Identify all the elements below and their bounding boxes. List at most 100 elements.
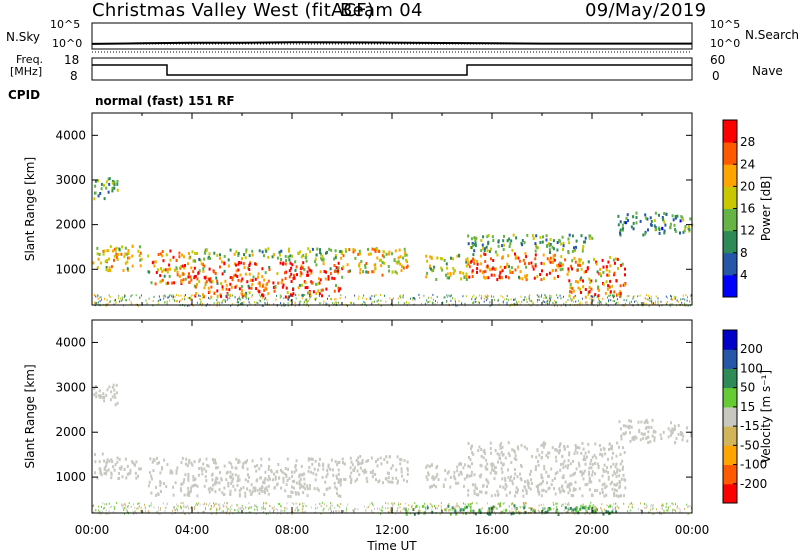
scatter-cell: [611, 480, 613, 484]
scatter-cell: [172, 485, 174, 489]
near-range-cell: [319, 302, 320, 305]
scatter-cell: [396, 481, 399, 485]
near-range-cell: [269, 510, 271, 513]
scatter-cell: [509, 242, 512, 246]
scatter-cell: [360, 260, 363, 263]
scatter-cell: [289, 254, 292, 258]
scatter-cell: [102, 252, 105, 256]
scatter-cell: [276, 483, 279, 487]
scatter-cell: [579, 258, 582, 262]
scatter-cell: [455, 481, 457, 485]
scatter-cell: [341, 275, 344, 279]
scatter-cell: [223, 269, 226, 273]
y-tick-label: 1000: [55, 262, 86, 276]
near-range-cell: [476, 502, 478, 505]
scatter-cell: [582, 279, 584, 283]
scatter-cell: [180, 489, 183, 493]
near-range-cell: [303, 303, 305, 306]
scatter-cell: [600, 274, 603, 278]
near-range-cell: [287, 302, 289, 305]
scatter-cell: [503, 266, 506, 269]
near-range-cell: [425, 509, 427, 511]
scatter-cell: [319, 248, 321, 252]
scatter-cell: [534, 253, 537, 257]
scatter-cell: [437, 478, 440, 482]
near-range-cell: [230, 304, 232, 307]
near-range-cell: [235, 509, 237, 512]
scatter-cell: [108, 385, 111, 389]
near-range-cell: [608, 294, 610, 297]
scatter-cell: [619, 453, 622, 456]
scatter-cell: [460, 472, 463, 476]
scatter-cell: [346, 263, 349, 267]
scatter-cell: [574, 480, 577, 484]
scatter-cell: [577, 280, 579, 284]
scatter-cell: [306, 494, 309, 498]
scatter-cell: [357, 462, 360, 466]
near-range-cell: [428, 296, 430, 299]
scatter-cell: [644, 213, 647, 217]
near-range-cell: [675, 296, 677, 299]
scatter-cell: [605, 268, 608, 272]
scatter-cell: [568, 279, 571, 283]
scatter-cell: [304, 286, 307, 290]
near-range-cell: [172, 509, 174, 512]
scatter-cell: [111, 181, 114, 185]
scatter-cell: [554, 492, 557, 496]
scatter-cell: [603, 482, 606, 486]
near-range-cell: [650, 295, 652, 298]
scatter-cell: [187, 490, 190, 494]
scatter-cell: [546, 510, 549, 514]
scatter-cell: [314, 459, 317, 463]
scatter-cell: [470, 474, 473, 477]
near-range-cell: [654, 300, 656, 303]
scatter-cell: [183, 255, 185, 259]
near-range-cell: [191, 294, 193, 297]
near-range-cell: [452, 509, 454, 512]
near-range-cell: [108, 512, 110, 515]
scatter-cell: [391, 476, 394, 480]
scatter-cell: [113, 247, 116, 251]
near-range-cell: [260, 295, 262, 298]
scatter-cell: [506, 239, 509, 243]
scatter-cell: [554, 268, 557, 272]
near-range-cell: [438, 504, 440, 507]
near-range-cell: [171, 513, 173, 515]
near-range-cell: [140, 509, 142, 512]
scatter-cell: [267, 292, 270, 296]
scatter-cell: [263, 479, 266, 483]
near-range-cell: [263, 503, 265, 506]
near-range-cell: [555, 301, 557, 304]
scatter-cell: [318, 281, 321, 285]
scatter-cell: [568, 453, 571, 457]
near-range-cell: [577, 509, 579, 512]
scatter-cell: [457, 473, 460, 477]
near-range-cell: [219, 505, 221, 508]
scatter-cell: [355, 458, 358, 462]
scatter-cell: [505, 508, 508, 512]
scatter-cell: [499, 443, 502, 447]
scatter-cell: [580, 291, 582, 294]
scatter-cell: [616, 441, 619, 445]
near-range-cell: [657, 297, 659, 300]
near-range-cell: [236, 504, 238, 507]
nsearch-label: N.Search: [745, 28, 800, 42]
near-range-cell: [176, 294, 177, 296]
near-range-cell: [671, 303, 673, 306]
near-range-cell: [298, 509, 300, 512]
near-range-cell: [237, 298, 239, 301]
scatter-cell: [273, 486, 276, 490]
scatter-cell: [474, 241, 477, 245]
near-range-cell: [291, 512, 293, 515]
scatter-cell: [501, 445, 504, 449]
scatter-cell: [584, 458, 587, 461]
near-range-cell: [568, 501, 570, 504]
scatter-cell: [357, 456, 360, 460]
scatter-cell: [677, 424, 680, 427]
scatter-cell: [318, 292, 321, 296]
scatter-cell: [686, 439, 689, 443]
scatter-cell: [224, 279, 227, 283]
scatter-cell: [533, 509, 536, 513]
scatter-cell: [494, 471, 497, 475]
scatter-cell: [266, 478, 269, 482]
